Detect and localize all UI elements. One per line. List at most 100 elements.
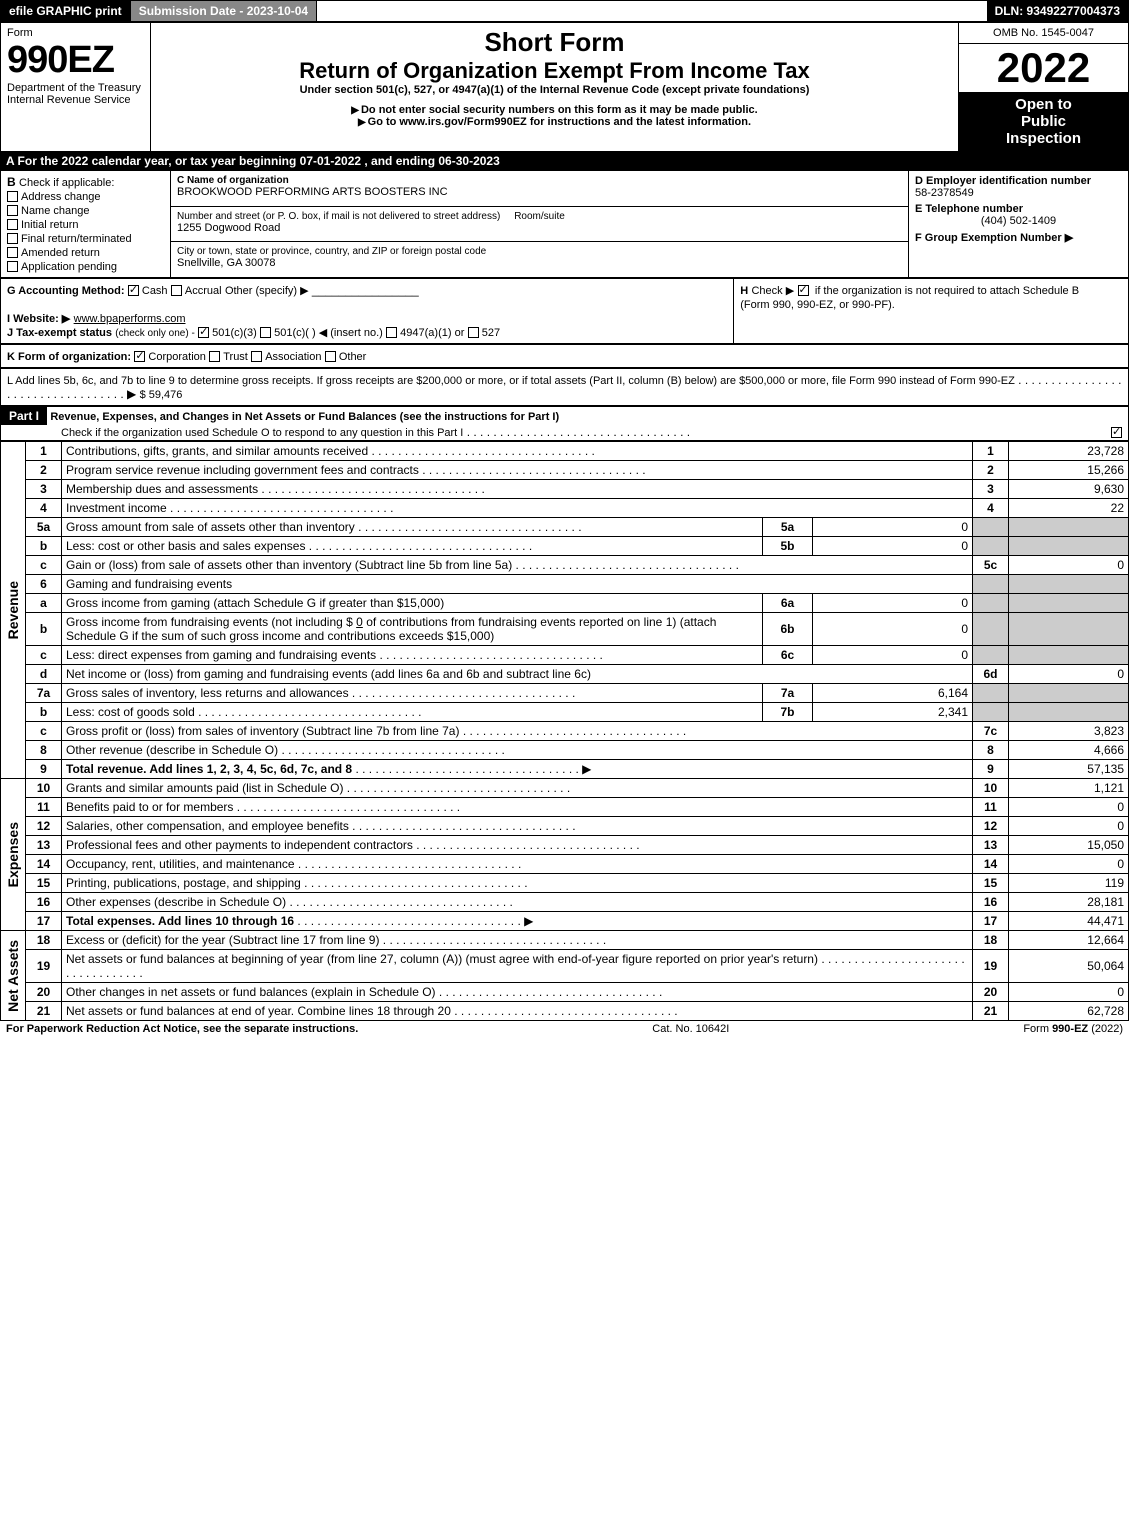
footer-cat: Cat. No. 10642I (652, 1023, 729, 1035)
cb-trust[interactable] (209, 351, 220, 362)
line2-text: Program service revenue including govern… (66, 463, 419, 477)
line13-amt: 15,050 (1009, 836, 1129, 855)
part1-table: Revenue 1 Contributions, gifts, grants, … (0, 441, 1129, 1021)
g-label: G Accounting Method: (7, 285, 125, 297)
form-number: 990EZ (7, 39, 144, 82)
form-header: Form 990EZ Department of the Treasury In… (0, 22, 1129, 152)
l-text: L Add lines 5b, 6c, and 7b to line 9 to … (7, 375, 1015, 387)
line5c-amt: 0 (1009, 556, 1129, 575)
g-h-row: G Accounting Method: Cash Accrual Other … (0, 278, 1129, 344)
revenue-side: Revenue (5, 581, 21, 639)
cb-part1-o[interactable] (1111, 427, 1122, 438)
line9-text: Total revenue. Add lines 1, 2, 3, 4, 5c,… (66, 762, 352, 776)
line6a-text: Gross income from gaming (attach Schedul… (66, 596, 444, 610)
line6c-text: Less: direct expenses from gaming and fu… (66, 648, 376, 662)
b-check-label: Check if applicable: (19, 177, 114, 189)
line5b-text: Less: cost or other basis and sales expe… (66, 539, 305, 553)
ein: 58-2378549 (915, 187, 1122, 199)
street-label: Number and street (or P. O. box, if mail… (177, 211, 902, 222)
footer-form: Form 990-EZ (2022) (1023, 1023, 1123, 1035)
line18-text: Excess or (deficit) for the year (Subtra… (66, 933, 379, 947)
line8-text: Other revenue (describe in Schedule O) (66, 743, 278, 757)
i-label: I Website: ▶ (7, 313, 70, 325)
cb-527[interactable] (468, 327, 479, 338)
part1-label: Part I (1, 407, 47, 425)
line4-amt: 22 (1009, 499, 1129, 518)
cb-pending[interactable] (7, 261, 18, 272)
dept-treasury: Department of the Treasury (7, 82, 144, 94)
line12-text: Salaries, other compensation, and employ… (66, 819, 349, 833)
line19-text: Net assets or fund balances at beginning… (66, 952, 818, 966)
cb-h[interactable] (798, 285, 809, 296)
f-label: F Group Exemption Number (915, 232, 1062, 244)
line7a-text: Gross sales of inventory, less returns a… (66, 686, 349, 700)
line14-text: Occupancy, rent, utilities, and maintena… (66, 857, 295, 871)
line15-text: Printing, publications, postage, and shi… (66, 876, 301, 890)
line8-amt: 4,666 (1009, 741, 1129, 760)
irs-label: Internal Revenue Service (7, 94, 144, 106)
line18-amt: 12,664 (1009, 931, 1129, 950)
l-amount: $ 59,476 (140, 389, 183, 401)
line3-amt: 9,630 (1009, 480, 1129, 499)
line10-amt: 1,121 (1009, 779, 1129, 798)
line13-text: Professional fees and other payments to … (66, 838, 413, 852)
c-label: C Name of organization (177, 175, 902, 186)
line17-amt: 44,471 (1009, 912, 1129, 931)
city-label: City or town, state or province, country… (177, 246, 902, 257)
submission-date: Submission Date - 2023-10-04 (130, 1, 317, 21)
line1-amt: 23,728 (1009, 442, 1129, 461)
cb-other-org[interactable] (325, 351, 336, 362)
part1-check-text: Check if the organization used Schedule … (1, 427, 463, 439)
d-label: D Employer identification number (915, 175, 1122, 187)
cb-cash[interactable] (128, 285, 139, 296)
line4-text: Investment income (66, 501, 167, 515)
line5a-text: Gross amount from sale of assets other t… (66, 520, 355, 534)
org-info-grid: B Check if applicable: Address change Na… (0, 170, 1129, 278)
line12-amt: 0 (1009, 817, 1129, 836)
cb-initial-return[interactable] (7, 219, 18, 230)
line3-text: Membership dues and assessments (66, 482, 258, 496)
title-short-form: Short Form (157, 27, 952, 58)
cb-accrual[interactable] (171, 285, 182, 296)
line11-amt: 0 (1009, 798, 1129, 817)
city: Snellville, GA 30078 (177, 257, 902, 269)
section-a: A For the 2022 calendar year, or tax yea… (0, 152, 1129, 170)
line21-text: Net assets or fund balances at end of ye… (66, 1004, 451, 1018)
dln: DLN: 93492277004373 (987, 1, 1128, 21)
line5a-amt: 0 (813, 518, 973, 537)
b-label: B (7, 175, 16, 189)
h-text3: (Form 990, 990-EZ, or 990-PF). (740, 299, 895, 311)
line7b-amt: 2,341 (813, 703, 973, 722)
cb-final-return[interactable] (7, 233, 18, 244)
cb-assoc[interactable] (251, 351, 262, 362)
line17-text: Total expenses. Add lines 10 through 16 (66, 914, 294, 928)
line20-amt: 0 (1009, 983, 1129, 1002)
line6d-amt: 0 (1009, 665, 1129, 684)
netassets-side: Net Assets (5, 940, 21, 1012)
cb-address-change[interactable] (7, 191, 18, 202)
cb-501c[interactable] (260, 327, 271, 338)
cb-name-change[interactable] (7, 205, 18, 216)
line16-amt: 28,181 (1009, 893, 1129, 912)
street: 1255 Dogwood Road (177, 222, 902, 234)
form-label: Form (7, 27, 144, 39)
cb-corp[interactable] (134, 351, 145, 362)
cb-amended[interactable] (7, 247, 18, 258)
line19-amt: 50,064 (1009, 950, 1129, 983)
cb-4947[interactable] (386, 327, 397, 338)
line20-text: Other changes in net assets or fund bala… (66, 985, 436, 999)
cb-501c3[interactable] (198, 327, 209, 338)
g-other: Other (specify) ▶ (225, 285, 309, 297)
website-link[interactable]: www.bpaperforms.com (74, 313, 186, 325)
title-return: Return of Organization Exempt From Incom… (157, 58, 952, 84)
line6d-text: Net income or (loss) from gaming and fun… (66, 667, 591, 681)
line7c-amt: 3,823 (1009, 722, 1129, 741)
expenses-side: Expenses (5, 822, 21, 887)
page-footer: For Paperwork Reduction Act Notice, see … (0, 1021, 1129, 1037)
h-label: H (740, 285, 748, 297)
line9-amt: 57,135 (1009, 760, 1129, 779)
line6a-amt: 0 (813, 594, 973, 613)
efile-label[interactable]: efile GRAPHIC print (1, 1, 130, 21)
line7c-text: Gross profit or (loss) from sales of inv… (66, 724, 459, 738)
org-name: BROOKWOOD PERFORMING ARTS BOOSTERS INC (177, 186, 902, 198)
